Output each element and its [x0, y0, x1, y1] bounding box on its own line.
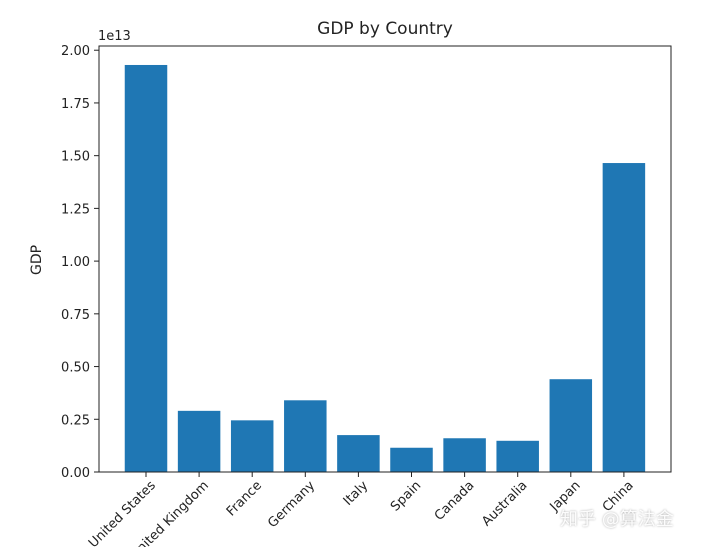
y-tick-label: 1.75 [61, 97, 90, 112]
y-axis-ticks: 0.00 0.25 0.50 0.75 1.00 1.25 1.50 1.75 2.00 [61, 44, 99, 481]
bar-japan [549, 379, 593, 472]
chart-title: GDP by Country [317, 19, 453, 39]
y-tick-label: 0.25 [61, 413, 90, 428]
y-axis-label: GDP [29, 245, 45, 275]
y-offset-text: 1e13 [98, 29, 131, 44]
x-tick-label: Canada [432, 478, 478, 524]
y-tick-label: 1.50 [61, 150, 90, 165]
y-tick-label: 0.50 [61, 361, 90, 376]
bars-group [124, 64, 646, 473]
y-tick-label: 0.75 [61, 308, 90, 323]
x-tick-label: Germany [265, 478, 318, 531]
y-tick-label: 0.00 [61, 466, 90, 481]
bar-italy [337, 435, 380, 472]
watermark-text: 知乎 @算法金 [560, 509, 674, 530]
bar-australia [496, 440, 539, 472]
bar-canada [443, 438, 486, 472]
x-tick-label: Spain [388, 478, 424, 514]
y-tick-label: 1.00 [61, 255, 90, 270]
y-tick-label: 2.00 [61, 44, 90, 59]
bar-france [230, 420, 274, 472]
plot-frame [98, 45, 672, 473]
bar-china [602, 163, 646, 472]
bar-united-kingdom [177, 410, 221, 472]
x-tick-label: France [224, 478, 265, 519]
bar-spain [390, 447, 433, 472]
bar-germany [284, 400, 327, 472]
bar-united-states [124, 64, 168, 473]
x-tick-label: Australia [479, 478, 530, 529]
y-tick-label: 1.25 [61, 202, 90, 217]
x-tick-label: Italy [341, 478, 372, 509]
